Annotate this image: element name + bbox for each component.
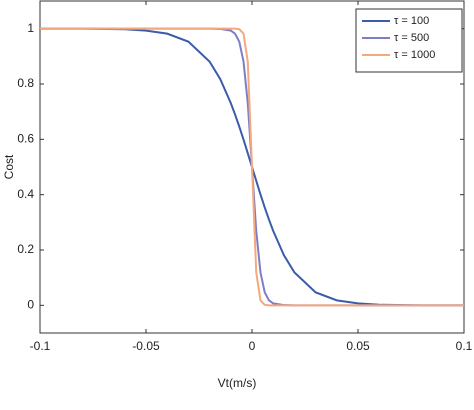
y-tick-label: 0.6 [17, 132, 34, 146]
y-tick-label: 1 [27, 21, 34, 35]
x-tick-label: -0.1 [30, 339, 51, 353]
x-axis-label: Vt(m/s) [218, 376, 257, 390]
y-tick-label: 0 [27, 298, 34, 312]
y-tick-label: 0.4 [17, 187, 34, 201]
plot-frame [39, 0, 465, 334]
legend-box [355, 8, 463, 73]
y-tick-label: 0.8 [17, 76, 34, 90]
x-tick-label: 0.05 [346, 339, 370, 353]
legend-label: τ = 500 [394, 32, 429, 44]
legend-label: τ = 100 [394, 15, 429, 27]
y-tick-label: 0.2 [17, 242, 34, 256]
x-tick-label: 0.1 [456, 339, 473, 353]
x-tick-label: -0.05 [132, 339, 160, 353]
legend-label: τ = 1000 [394, 49, 435, 61]
y-axis-label: Cost [2, 154, 16, 179]
series-line [40, 27, 464, 307]
x-tick-label: 0 [249, 339, 256, 353]
